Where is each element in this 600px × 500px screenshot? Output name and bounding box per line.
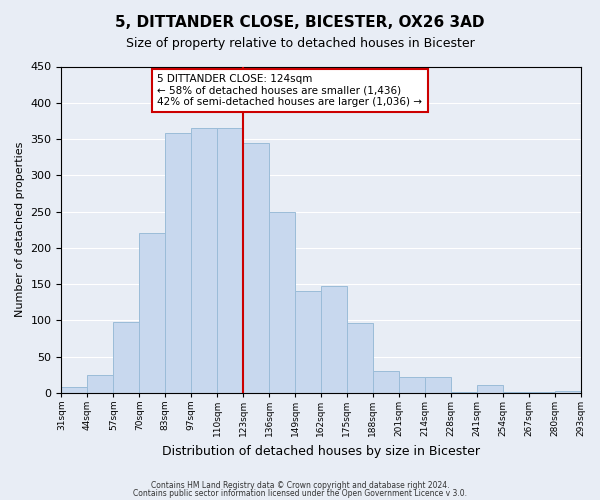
Bar xyxy=(529,392,554,393)
Bar xyxy=(347,322,373,393)
Text: Size of property relative to detached houses in Bicester: Size of property relative to detached ho… xyxy=(125,38,475,51)
Bar xyxy=(88,374,113,393)
Bar xyxy=(399,377,425,393)
Bar xyxy=(243,142,269,393)
Text: Contains HM Land Registry data © Crown copyright and database right 2024.: Contains HM Land Registry data © Crown c… xyxy=(151,480,449,490)
Bar xyxy=(269,212,295,393)
Y-axis label: Number of detached properties: Number of detached properties xyxy=(15,142,25,318)
Bar xyxy=(373,371,399,393)
Bar xyxy=(113,322,139,393)
Bar xyxy=(425,377,451,393)
Bar xyxy=(217,128,243,393)
Bar xyxy=(139,234,165,393)
Text: Contains public sector information licensed under the Open Government Licence v : Contains public sector information licen… xyxy=(133,489,467,498)
Bar xyxy=(165,133,191,393)
Bar xyxy=(321,286,347,393)
Bar xyxy=(503,392,529,393)
Bar xyxy=(191,128,217,393)
Text: 5, DITTANDER CLOSE, BICESTER, OX26 3AD: 5, DITTANDER CLOSE, BICESTER, OX26 3AD xyxy=(115,15,485,30)
Bar xyxy=(476,385,503,393)
Bar xyxy=(61,387,88,393)
Bar xyxy=(295,292,321,393)
Bar xyxy=(554,390,581,393)
Text: 5 DITTANDER CLOSE: 124sqm
← 58% of detached houses are smaller (1,436)
42% of se: 5 DITTANDER CLOSE: 124sqm ← 58% of detac… xyxy=(157,74,422,107)
X-axis label: Distribution of detached houses by size in Bicester: Distribution of detached houses by size … xyxy=(162,444,480,458)
Bar xyxy=(451,392,476,393)
